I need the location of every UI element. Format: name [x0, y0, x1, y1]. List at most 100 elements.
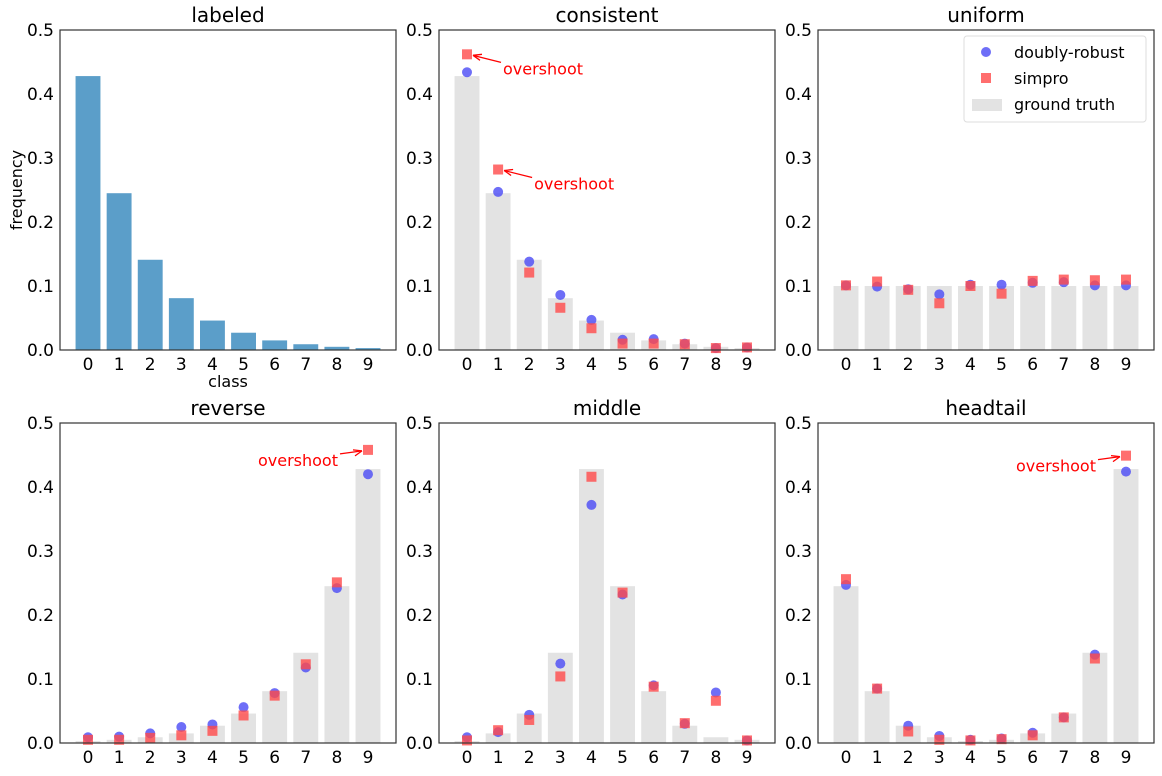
x-tick-label: 0 [462, 748, 473, 768]
doubly-robust-point [462, 67, 472, 78]
bar [262, 340, 288, 350]
ground-truth-bar [1113, 469, 1139, 743]
doubly-robust-point [555, 289, 566, 300]
simpro-point [238, 710, 249, 721]
y-tick-label: 0.4 [27, 478, 54, 498]
y-tick-label: 0.5 [27, 21, 54, 41]
ground-truth-bar [485, 733, 511, 743]
simpro-point [648, 681, 659, 692]
axes-frame [817, 29, 1155, 351]
legend-doubly-robust-marker [981, 47, 991, 57]
x-tick-label: 1 [493, 748, 504, 768]
simpro-point [524, 267, 535, 278]
simpro-point [1058, 712, 1069, 723]
x-tick-label: 2 [903, 748, 914, 768]
x-tick-label: 4 [207, 355, 218, 375]
annotation-label: overshoot [1016, 457, 1096, 476]
axes-frame [59, 29, 397, 351]
y-tick-label: 0.0 [27, 341, 54, 361]
y-tick-label: 0.2 [27, 606, 54, 626]
bar [293, 344, 319, 350]
y-tick-label: 0.0 [406, 734, 433, 754]
x-tick-label: 0 [83, 355, 94, 375]
subplot-labeled: labeled 0.0 0.1 0.2 0.3 0.4 0.5 0 1 2 3 4 5 6 7 8 9 class… [7, 3, 397, 391]
simpro-point [176, 730, 187, 741]
x-tick-label: 3 [934, 355, 945, 375]
ground-truth-bar [641, 691, 667, 743]
y-tick-label: 0.0 [27, 734, 54, 754]
y-tick-label: 0.5 [785, 414, 812, 434]
y-tick-label: 0.2 [406, 213, 433, 233]
x-tick-label: 7 [300, 748, 311, 768]
x-tick-label: 9 [363, 748, 374, 768]
x-tick-label: 8 [710, 748, 721, 768]
x-tick-label: 2 [524, 748, 535, 768]
annotation-label: overshoot [503, 59, 583, 78]
ground-truth-bar [1020, 286, 1046, 350]
annotation-arrow [503, 169, 533, 179]
x-tick-label: 2 [903, 355, 914, 375]
axes-frame [817, 422, 1155, 744]
doubly-robust-point [934, 289, 945, 300]
subplot-title: middle [573, 396, 641, 420]
legend-label: simpro [1014, 69, 1069, 88]
simpro-point [1089, 653, 1100, 664]
y-tick-label: 0.3 [27, 149, 54, 169]
y-tick-label: 0.0 [785, 734, 812, 754]
y-tick-label: 0.4 [785, 478, 812, 498]
simpro-point [934, 734, 945, 745]
y-tick-label: 0.1 [785, 277, 812, 297]
x-tick-label: 8 [331, 748, 342, 768]
subplot-consistent: consistent overshoot overshoot 0.0 0.1 0.2 0.3… [406, 3, 776, 375]
annotation-arrowhead [1110, 454, 1121, 463]
simpro-point [965, 735, 976, 746]
subplot-title: consistent [556, 3, 659, 27]
simpro-point [742, 342, 752, 353]
bar [355, 348, 381, 350]
doubly-robust-point [586, 314, 597, 325]
x-tick-label: 1 [872, 748, 883, 768]
x-tick-label: 5 [617, 355, 628, 375]
x-tick-label: 0 [841, 355, 852, 375]
x-tick-label: 2 [145, 748, 156, 768]
x-tick-label: 5 [238, 748, 249, 768]
x-tick-label: 1 [872, 355, 883, 375]
ground-truth-bar [355, 469, 381, 743]
y-tick-label: 0.2 [406, 606, 433, 626]
y-tick-label: 0.5 [406, 414, 433, 434]
simpro-point [462, 49, 472, 60]
subplot-title: headtail [945, 396, 1026, 420]
y-tick-label: 0.2 [27, 213, 54, 233]
x-tick-label: 4 [586, 355, 597, 375]
y-tick-label: 0.1 [406, 277, 433, 297]
ground-truth-bar [485, 193, 511, 350]
axes-frame [438, 29, 776, 351]
ground-truth-bar [454, 76, 480, 350]
y-tick-label: 0.2 [785, 606, 812, 626]
ground-truth-bar [703, 737, 729, 743]
y-tick-label: 0.1 [785, 670, 812, 690]
x-tick-label: 7 [1058, 355, 1069, 375]
simpro-point [331, 577, 342, 588]
x-tick-label: 3 [555, 355, 566, 375]
doubly-robust-point [1121, 466, 1131, 477]
simpro-point [493, 725, 504, 736]
simpro-point [462, 735, 472, 746]
subplot-uniform: uniform 0.0 0.1 0.2 0.3 0.4 0.5 0 1 2 3 4 5 6 7 8 9 doubl… [785, 3, 1155, 375]
y-tick-label: 0.5 [406, 21, 433, 41]
x-tick-label: 4 [965, 355, 976, 375]
doubly-robust-point [555, 658, 566, 669]
simpro-point [648, 338, 659, 349]
y-tick-label: 0.0 [406, 341, 433, 361]
doubly-robust-point [363, 469, 373, 480]
y-tick-label: 0.5 [27, 414, 54, 434]
x-tick-label: 4 [207, 748, 218, 768]
annotation-arrow [472, 54, 502, 63]
x-tick-label: 6 [648, 748, 659, 768]
y-tick-label: 0.1 [27, 277, 54, 297]
bar [231, 332, 256, 350]
bar [324, 346, 350, 350]
annotation-arrow [1097, 455, 1121, 461]
legend-simpro-marker [981, 73, 991, 83]
